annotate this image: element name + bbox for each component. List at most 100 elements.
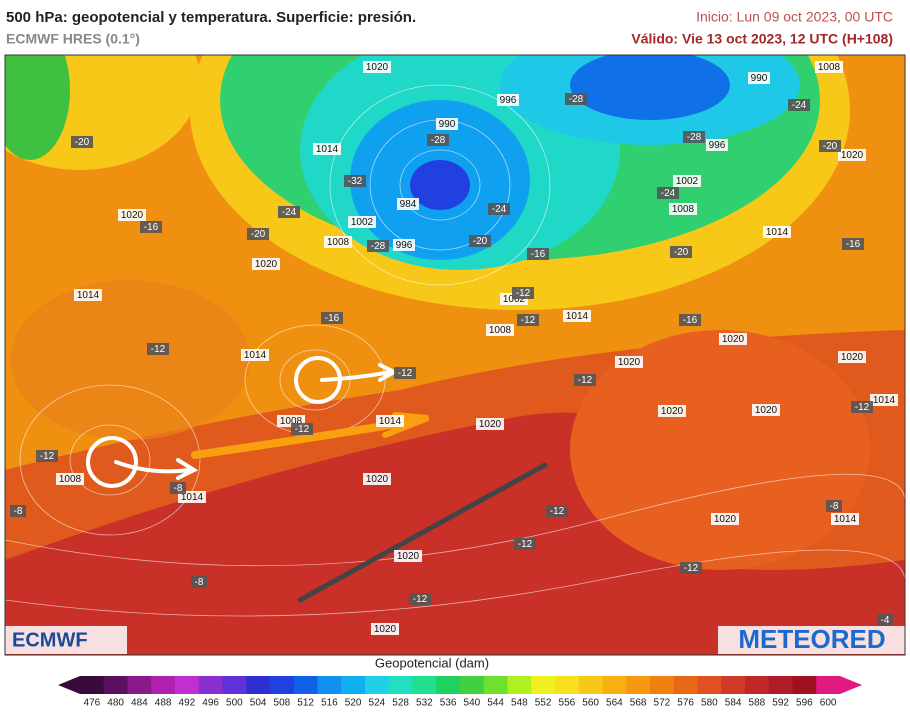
isobar-label: 1020 xyxy=(374,624,397,635)
temperature-label-box xyxy=(574,374,596,386)
colorbar-tick-label: 592 xyxy=(772,698,789,709)
temperature-label: -20 xyxy=(251,229,266,240)
isobar-label: 1008 xyxy=(327,237,350,248)
temperature-label: -16 xyxy=(531,249,546,260)
colorbar: 476 480 484 488 492 496 500 504 508 512 516 520 524 5… xyxy=(58,676,862,709)
isobar-label: 1014 xyxy=(566,311,589,322)
hot-region xyxy=(5,412,905,655)
colorbar-tick-label: 520 xyxy=(345,698,362,709)
temperature-label: -28 xyxy=(569,94,584,105)
colorbar-tick-label: 540 xyxy=(464,698,481,709)
colorbar-tick-label: 588 xyxy=(749,698,766,709)
temperature-label-box xyxy=(527,248,549,260)
temperature-label-box xyxy=(546,505,568,517)
isobar-label-box xyxy=(324,236,352,248)
temperature-label: -24 xyxy=(282,207,297,218)
isobar-label: 996 xyxy=(500,95,517,106)
isobar-label-box xyxy=(363,61,391,73)
logo-box xyxy=(718,626,905,654)
temperature-label-box xyxy=(409,593,431,605)
temperature-label: -12 xyxy=(151,344,166,355)
colorbar-swatch xyxy=(151,676,176,694)
isobar-label: 984 xyxy=(400,199,417,210)
colorbar-tick-label: 496 xyxy=(202,698,219,709)
temperature-label-box xyxy=(10,505,26,517)
isobar-label: 1020 xyxy=(618,357,641,368)
isobar-label-box xyxy=(497,94,519,106)
temperature-label: -8 xyxy=(830,501,839,512)
colorbar-tick-label: 564 xyxy=(606,698,623,709)
colorbar-tick-label: 544 xyxy=(487,698,504,709)
logo-ecmwf: ECMWF xyxy=(12,629,88,651)
isobar-label-box xyxy=(669,203,697,215)
temperature-label-box xyxy=(191,576,207,588)
isobar-label: 1020 xyxy=(714,514,737,525)
isobar-label-box xyxy=(673,175,701,187)
colorbar-tick-label: 584 xyxy=(725,698,742,709)
isobar-label: 990 xyxy=(439,119,456,130)
temperature-label-box xyxy=(247,228,269,240)
temperature-label: -24 xyxy=(492,204,507,215)
isobar-label: 1008 xyxy=(818,62,841,73)
temperature-label: -16 xyxy=(846,239,861,250)
temperature-label-box xyxy=(565,93,587,105)
colorbar-tick-label: 576 xyxy=(677,698,694,709)
temperature-label-box xyxy=(877,614,893,626)
isobar-label-box xyxy=(838,149,866,161)
colorbar-tick-label: 504 xyxy=(250,698,267,709)
isobar-label-box xyxy=(252,258,280,270)
colorbar-tick-label: 480 xyxy=(107,698,124,709)
colorbar-swatch xyxy=(80,676,105,694)
temperature-label: -12 xyxy=(550,506,565,517)
isobar-label: 996 xyxy=(709,140,726,151)
colorbar-swatch xyxy=(436,676,461,694)
isobar-label-box xyxy=(711,513,739,525)
temperature-label: -12 xyxy=(516,288,531,299)
greenland-cold xyxy=(5,55,70,160)
isobar-label-box xyxy=(313,143,341,155)
temperature-label: -12 xyxy=(684,563,699,574)
isobar-label-box xyxy=(870,394,898,406)
temperature-label: -16 xyxy=(325,313,340,324)
colorbar-swatch xyxy=(317,676,342,694)
isobar-label-box xyxy=(563,310,591,322)
temperature-label: -16 xyxy=(144,222,159,233)
colorbar-tick-label: 560 xyxy=(582,698,599,709)
temperature-label-box xyxy=(514,538,536,550)
temperature-label-box xyxy=(147,343,169,355)
isobar-label-box xyxy=(719,333,747,345)
isobar-label: 1020 xyxy=(841,150,864,161)
isobar-label: 1020 xyxy=(121,210,144,221)
isobar-label-box xyxy=(476,418,504,430)
colorbar-max-arrow xyxy=(840,676,862,694)
temperature-label-box xyxy=(140,221,162,233)
trough-core xyxy=(410,160,470,210)
temperature-label: -12 xyxy=(398,368,413,379)
warm-patch xyxy=(570,330,870,570)
colorbar-swatch xyxy=(365,676,390,694)
colorbar-tick-label: 596 xyxy=(796,698,813,709)
isobar-label-box xyxy=(838,351,866,363)
colorbar-swatch xyxy=(270,676,295,694)
logo-box xyxy=(5,626,127,654)
isobar-label: 1002 xyxy=(351,217,374,228)
colorbar-swatch xyxy=(768,676,793,694)
isobar-label-box xyxy=(376,415,404,427)
temperature-label-box xyxy=(170,482,186,494)
isobar-label: 1008 xyxy=(59,474,82,485)
temperature-label: -28 xyxy=(431,135,446,146)
temperature-label: -20 xyxy=(674,247,689,258)
colorbar-swatch xyxy=(175,676,200,694)
colorbar-tick-label: 488 xyxy=(155,698,172,709)
temperature-label: -4 xyxy=(881,615,890,626)
temperature-label: -12 xyxy=(40,451,55,462)
init-time: Inicio: Lun 09 oct 2023, 00 UTC xyxy=(696,9,893,25)
temperature-label-box xyxy=(826,500,842,512)
isobar-label: 1020 xyxy=(722,334,745,345)
isobar-label-box xyxy=(815,61,843,73)
title: 500 hPa: geopotencial y temperatura. Sup… xyxy=(6,9,416,26)
isobar-label-box xyxy=(74,289,102,301)
temperature-label-box xyxy=(683,131,705,143)
